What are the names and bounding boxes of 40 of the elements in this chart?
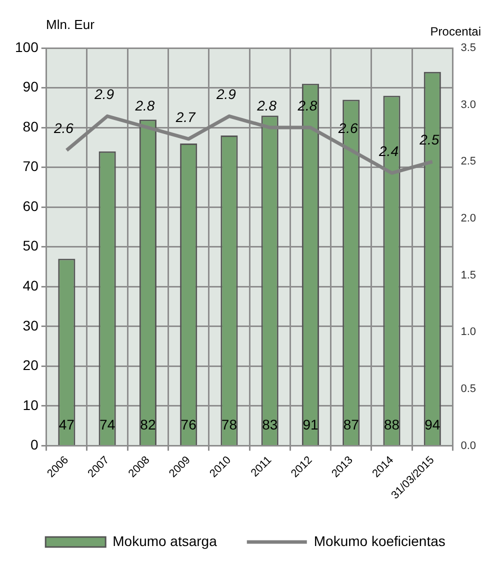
y-tick-label: 50 bbox=[22, 238, 39, 254]
y2-tick-label: 0.0 bbox=[460, 440, 476, 452]
data-label: 88 bbox=[384, 416, 400, 433]
data-label: 47 bbox=[58, 416, 75, 433]
y2-tick-label: 3.0 bbox=[460, 98, 476, 111]
data-label: 78 bbox=[221, 416, 238, 433]
y-tick-label: 80 bbox=[22, 118, 39, 134]
data-label: 87 bbox=[343, 416, 360, 433]
y2-tick-label: 3.5 bbox=[460, 42, 476, 54]
y-tick-label: 60 bbox=[22, 198, 39, 214]
data-label: 2.9 bbox=[94, 86, 114, 102]
y-tick-label: 0 bbox=[30, 436, 39, 453]
data-label: 82 bbox=[140, 416, 156, 433]
data-label: 2.6 bbox=[52, 120, 74, 136]
y-tick-label: 20 bbox=[22, 357, 39, 374]
data-label: 74 bbox=[100, 416, 116, 433]
y-tick-label: 30 bbox=[22, 317, 39, 334]
data-label: 91 bbox=[302, 416, 318, 433]
y-axis-title: Mln. Eur bbox=[46, 17, 96, 32]
y2-tick-label: 2.0 bbox=[460, 212, 476, 224]
y-tick-label: 40 bbox=[22, 278, 39, 294]
data-label: 2.8 bbox=[134, 97, 155, 114]
data-label: 2.6 bbox=[337, 120, 358, 136]
y2-axis-title: Procentai bbox=[430, 24, 481, 38]
y2-tick-label: 0.5 bbox=[460, 382, 476, 395]
data-label: 2.9 bbox=[215, 86, 236, 102]
data-label: 76 bbox=[180, 416, 197, 433]
data-label: 83 bbox=[262, 416, 278, 433]
legend-label: Mokumo koeficientas bbox=[314, 532, 446, 549]
data-label: 94 bbox=[424, 416, 440, 433]
legend-label: Mokumo atsarga bbox=[112, 532, 218, 549]
y-tick-label: 70 bbox=[22, 158, 39, 174]
y2-tick-label: 2.5 bbox=[460, 156, 476, 168]
y-tick-label: 100 bbox=[15, 38, 39, 55]
data-label: 2.8 bbox=[256, 97, 277, 114]
y-tick-label: 10 bbox=[22, 396, 39, 413]
data-label: 2.7 bbox=[174, 108, 197, 125]
y2-tick-label: 1.5 bbox=[460, 269, 476, 282]
y2-tick-label: 1.0 bbox=[460, 326, 476, 338]
y-tick-label: 90 bbox=[22, 78, 39, 95]
